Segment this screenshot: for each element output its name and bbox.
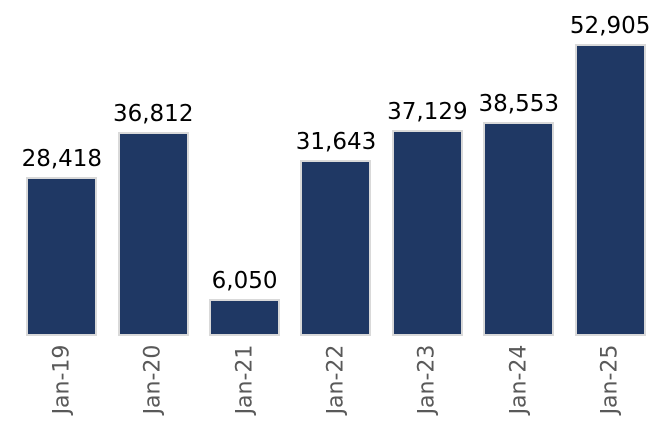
x-axis-label: Jan-25 bbox=[597, 344, 623, 414]
x-axis-label-cell: Jan-22 bbox=[290, 336, 381, 422]
bar-column: 31,643 bbox=[290, 129, 381, 336]
bar bbox=[26, 177, 98, 336]
bar-column: 6,050 bbox=[199, 268, 290, 336]
x-axis-label-cell: Jan-19 bbox=[16, 336, 107, 422]
x-axis-label: Jan-22 bbox=[323, 344, 349, 414]
x-axis-label-cell: Jan-24 bbox=[473, 336, 564, 422]
bar-column: 28,418 bbox=[16, 146, 107, 336]
x-axis-label-cell: Jan-21 bbox=[199, 336, 290, 422]
x-axis-label-cell: Jan-20 bbox=[108, 336, 199, 422]
x-axis-label-cell: Jan-25 bbox=[564, 336, 655, 422]
bar-value-label: 31,643 bbox=[295, 128, 377, 155]
bar-column: 37,129 bbox=[382, 99, 473, 336]
bar-value-label: 52,905 bbox=[569, 12, 651, 39]
bar-value-label: 37,129 bbox=[387, 98, 468, 125]
x-axis-label: Jan-20 bbox=[140, 344, 166, 414]
x-axis-label: Jan-19 bbox=[49, 344, 75, 414]
x-axis-label: Jan-21 bbox=[232, 344, 258, 414]
x-axis-label: Jan-23 bbox=[414, 344, 440, 414]
x-axis-label: Jan-24 bbox=[506, 344, 532, 414]
bar-value-label: 36,812 bbox=[112, 100, 194, 127]
plot-area: 28,418 36,812 6,050 31,643 37,129 38,553 52,90… bbox=[16, 13, 655, 336]
bar bbox=[117, 132, 189, 336]
bar-value-label: 6,050 bbox=[211, 267, 278, 294]
bar bbox=[209, 299, 281, 336]
bar bbox=[483, 122, 555, 336]
x-axis: Jan-19 Jan-20 Jan-21 Jan-22 Jan-23 Jan-24 Jan-… bbox=[0, 336, 672, 422]
bar bbox=[391, 130, 463, 336]
bar-column: 38,553 bbox=[473, 91, 564, 336]
bar bbox=[300, 160, 372, 336]
x-axis-label-cell: Jan-23 bbox=[382, 336, 473, 422]
bar-column: 52,905 bbox=[564, 13, 655, 336]
bar bbox=[574, 44, 646, 336]
bar-value-label: 38,553 bbox=[478, 90, 560, 117]
bar-value-label: 28,418 bbox=[21, 145, 103, 172]
bar-column: 36,812 bbox=[108, 101, 199, 336]
